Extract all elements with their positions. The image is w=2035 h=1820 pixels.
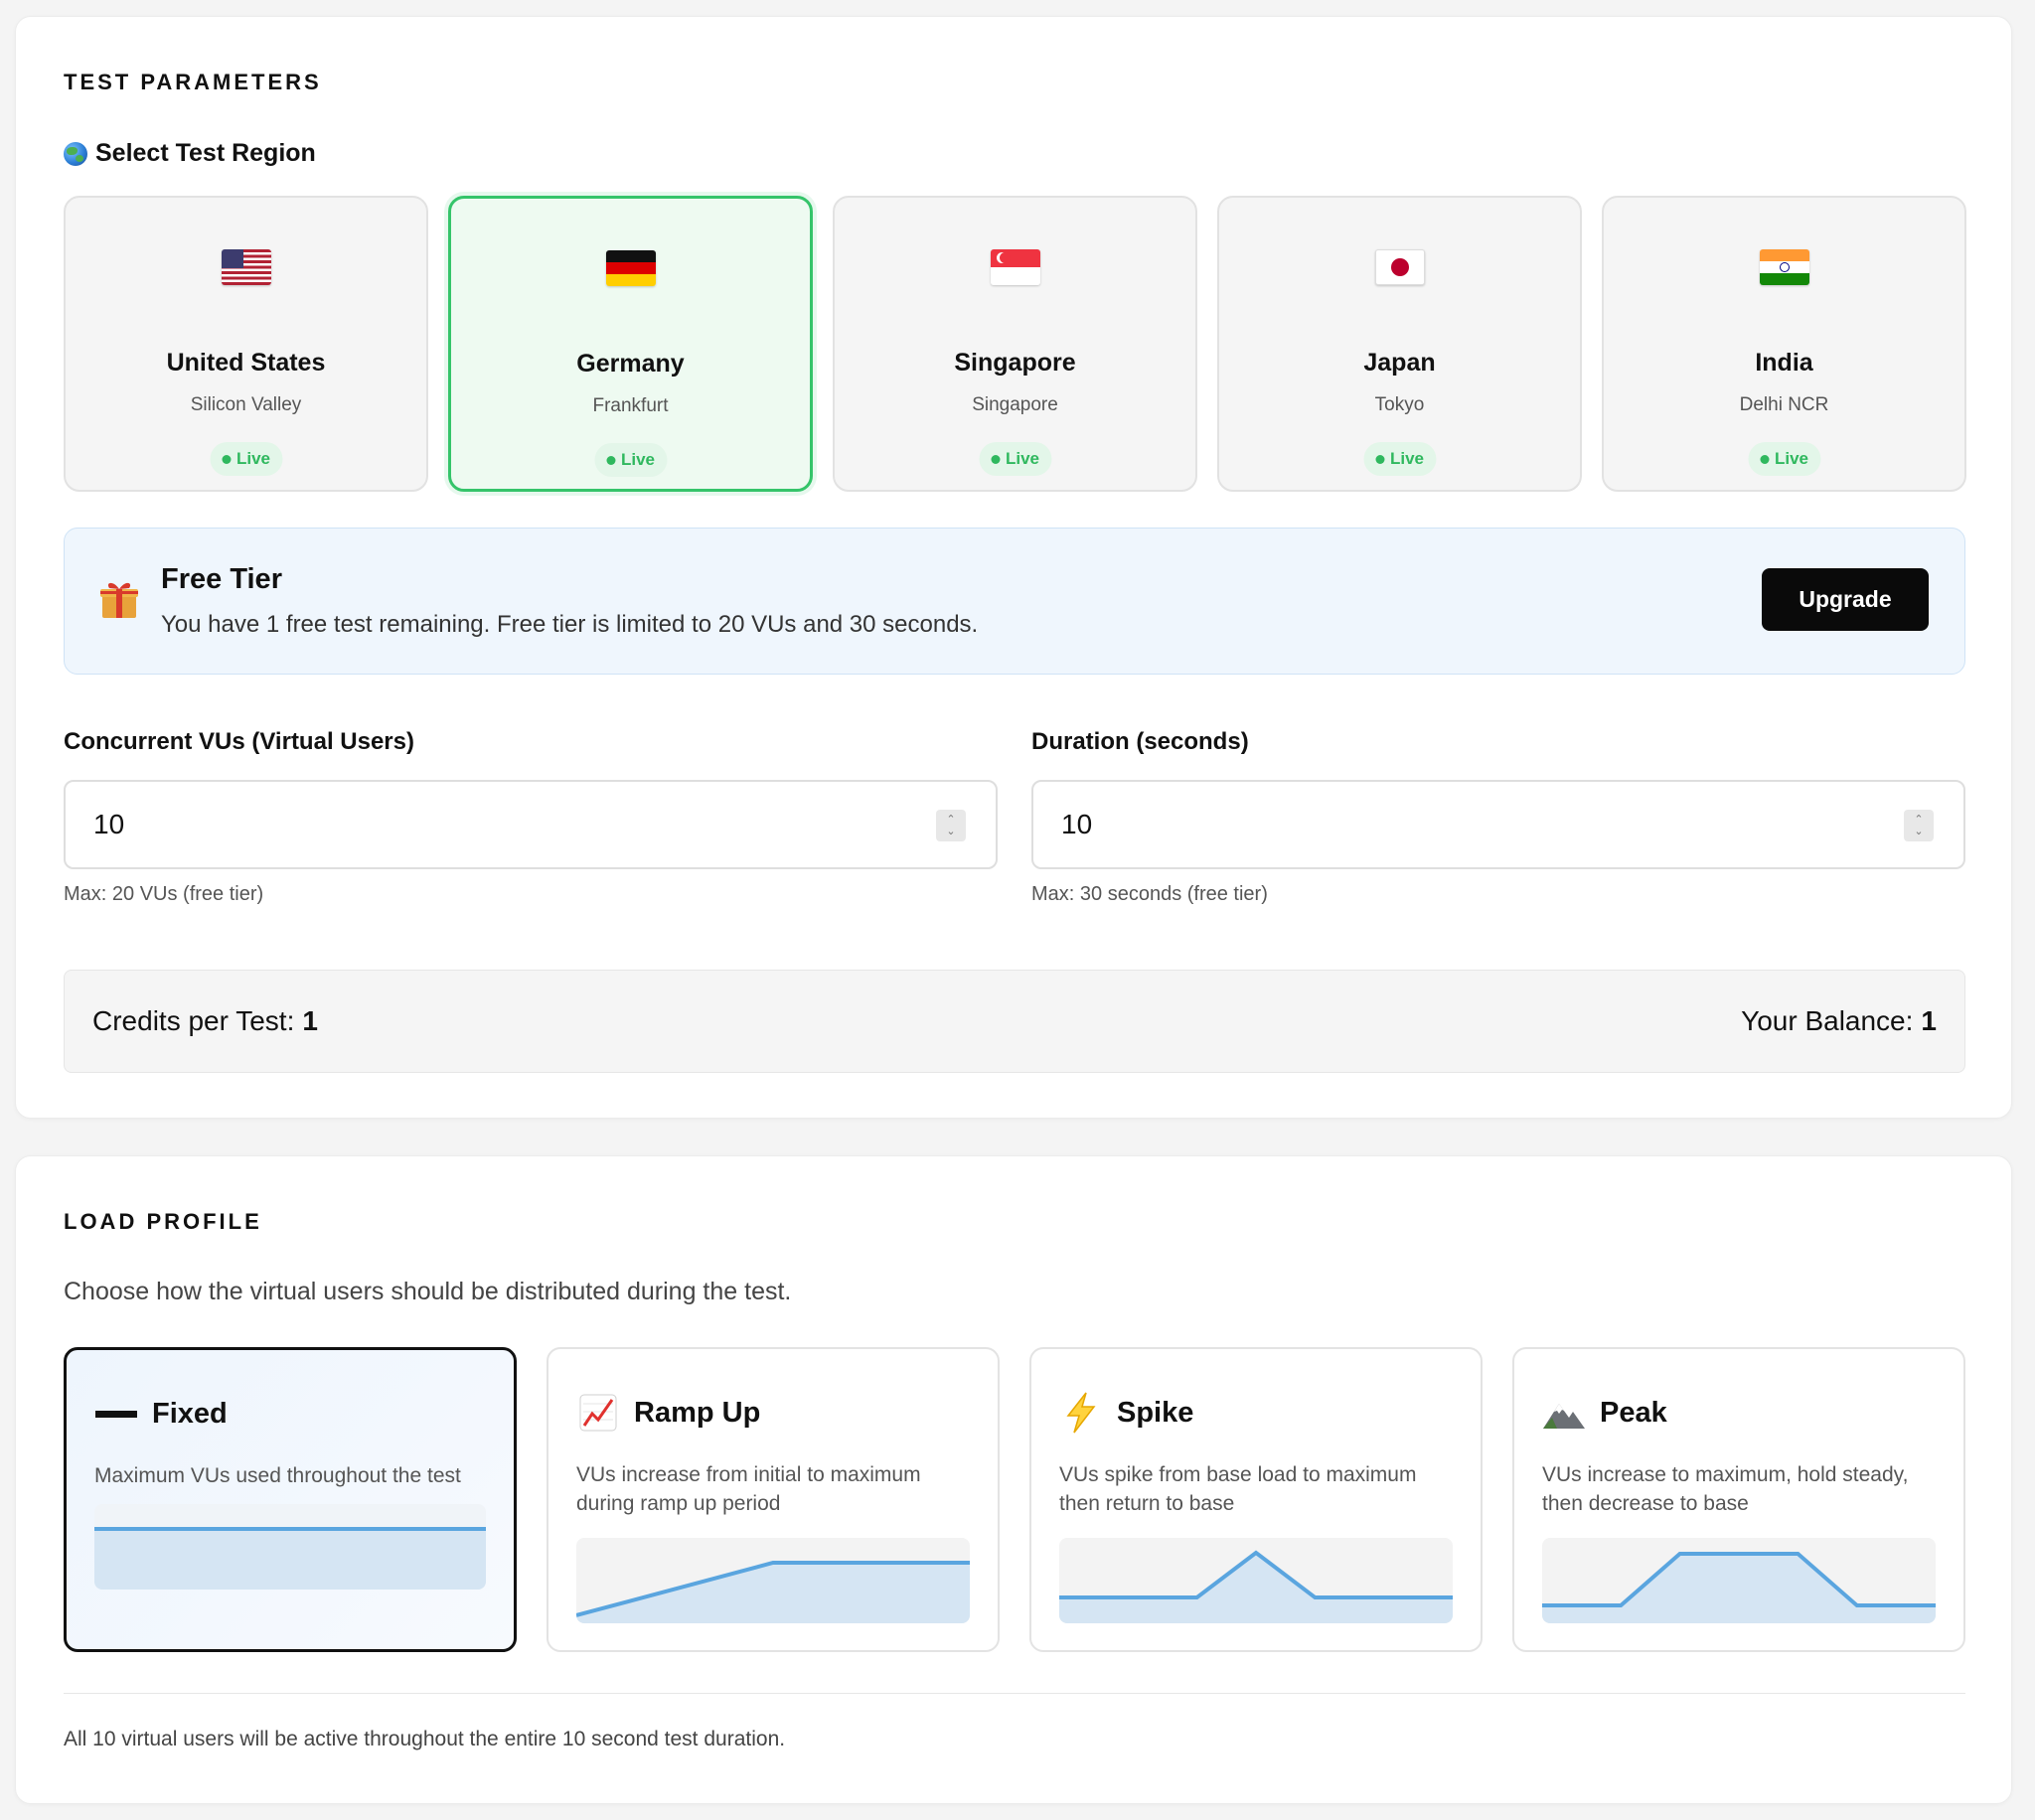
duration-label: Duration (seconds) <box>1031 728 1249 755</box>
duration-field: Duration (seconds) ⌃⌄ Max: 30 seconds (f… <box>1031 728 1965 906</box>
credits-balance: Your Balance: 1 <box>1741 971 1937 1072</box>
chart-increasing-icon <box>576 1391 620 1435</box>
load-profile-options: Fixed Maximum VUs used throughout the te… <box>64 1347 1965 1652</box>
status-label: Live <box>1389 449 1425 468</box>
profile-header: Peak <box>1542 1391 1667 1435</box>
region-name: Singapore <box>954 349 1076 377</box>
free-tier-title: Free Tier <box>161 563 282 595</box>
us-flag-icon <box>221 249 271 285</box>
profile-description: Maximum VUs used throughout the test <box>94 1464 461 1487</box>
chevron-down-icon[interactable]: ⌄ <box>1914 826 1924 837</box>
profile-description: VUs increase to maximum, hold steady, th… <box>1542 1463 1909 1515</box>
free-tier-message: You have 1 free test remaining. Free tie… <box>161 611 979 638</box>
status-label: Live <box>1774 449 1809 468</box>
status-badge: Live <box>1747 442 1821 476</box>
vus-input[interactable] <box>93 782 908 867</box>
vus-hint: Max: 20 VUs (free tier) <box>64 883 264 905</box>
duration-input-box: ⌃⌄ <box>1031 780 1965 869</box>
section-title-test-parameters: TEST PARAMETERS <box>64 70 322 94</box>
vus-field: Concurrent VUs (Virtual Users) ⌃⌄ Max: 2… <box>64 728 998 906</box>
status-dot-icon <box>990 454 1000 464</box>
region-card-india[interactable]: India Delhi NCR Live <box>1602 196 1966 492</box>
in-flag-icon <box>1759 249 1809 285</box>
load-profile-description: Choose how the virtual users should be d… <box>64 1278 792 1305</box>
region-city: Tokyo <box>1374 394 1425 415</box>
region-name: Japan <box>1363 349 1436 377</box>
divider <box>64 1693 1965 1694</box>
status-label: Live <box>620 450 656 469</box>
de-flag-icon <box>605 250 656 286</box>
region-card-germany[interactable]: Germany Frankfurt Live <box>448 196 813 492</box>
sg-flag-icon <box>990 249 1040 285</box>
duration-hint: Max: 30 seconds (free tier) <box>1031 883 1268 905</box>
status-badge: Live <box>209 442 283 476</box>
region-name: India <box>1755 349 1813 377</box>
profile-title: Spike <box>1117 1396 1194 1429</box>
profile-title: Peak <box>1600 1396 1667 1429</box>
profile-chart-ramp-up <box>576 1538 970 1623</box>
region-name: United States <box>166 349 326 377</box>
region-city: Delhi NCR <box>1739 394 1829 415</box>
jp-flag-icon <box>1374 249 1425 285</box>
profile-description: VUs spike from base load to maximum then… <box>1059 1463 1417 1515</box>
status-dot-icon <box>1374 454 1384 464</box>
region-city: Silicon Valley <box>190 394 302 415</box>
profile-chart-peak <box>1542 1538 1936 1623</box>
profile-option-spike[interactable]: Spike VUs spike from base load to maximu… <box>1029 1347 1483 1652</box>
credits-per-test-value: 1 <box>302 1005 318 1036</box>
mountain-icon <box>1542 1391 1586 1435</box>
status-badge: Live <box>978 442 1052 476</box>
status-dot-icon <box>221 454 231 464</box>
lightning-icon <box>1059 1391 1103 1435</box>
profile-title: Fixed <box>152 1397 228 1430</box>
status-label: Live <box>1005 449 1040 468</box>
profile-description: VUs increase from initial to maximum dur… <box>576 1463 921 1515</box>
region-card-united-states[interactable]: United States Silicon Valley Live <box>64 196 428 492</box>
credits-balance-label: Your Balance: <box>1741 1005 1914 1036</box>
credits-bar: Credits per Test: 1 Your Balance: 1 <box>64 970 1965 1073</box>
gift-icon <box>100 582 138 618</box>
credits-per-test: Credits per Test: 1 <box>92 971 318 1072</box>
profile-header: Spike <box>1059 1391 1193 1435</box>
profile-chart-fixed <box>94 1504 486 1590</box>
region-card-japan[interactable]: Japan Tokyo Live <box>1217 196 1582 492</box>
profile-header: Ramp Up <box>576 1391 760 1435</box>
test-parameters-card: TEST PARAMETERS Select Test Region Unite… <box>15 16 2012 1119</box>
credits-per-test-label: Credits per Test: <box>92 1005 295 1036</box>
free-tier-banner: Free Tier You have 1 free test remaining… <box>64 528 1965 675</box>
chevron-up-icon[interactable]: ⌃ <box>1914 814 1924 826</box>
region-list: United States Silicon Valley Live German… <box>64 196 1966 492</box>
profile-option-fixed[interactable]: Fixed Maximum VUs used throughout the te… <box>64 1347 517 1652</box>
status-badge: Live <box>593 443 668 477</box>
region-heading-label: Select Test Region <box>95 139 316 167</box>
status-label: Live <box>235 449 271 468</box>
load-profile-summary: All 10 virtual users will be active thro… <box>64 1728 786 1750</box>
duration-stepper[interactable]: ⌃ ⌄ <box>1904 810 1934 841</box>
region-card-singapore[interactable]: Singapore Singapore Live <box>833 196 1197 492</box>
region-name: Germany <box>576 350 685 378</box>
load-profile-card: LOAD PROFILE Choose how the virtual user… <box>15 1155 2012 1804</box>
chevron-down-icon[interactable]: ⌄ <box>946 826 956 837</box>
credits-balance-value: 1 <box>1921 1005 1937 1036</box>
duration-input[interactable] <box>1061 782 1876 867</box>
region-heading: Select Test Region <box>64 139 316 168</box>
profile-option-ramp-up[interactable]: Ramp Up VUs increase from initial to max… <box>547 1347 1000 1652</box>
profile-chart-spike <box>1059 1538 1453 1623</box>
vus-stepper[interactable]: ⌃ ⌄ <box>936 810 966 841</box>
profile-title: Ramp Up <box>634 1396 761 1429</box>
vus-input-box: ⌃⌄ <box>64 780 998 869</box>
vus-label: Concurrent VUs (Virtual Users) <box>64 728 414 755</box>
globe-icon <box>64 141 87 166</box>
status-dot-icon <box>1759 454 1769 464</box>
status-badge: Live <box>1362 442 1437 476</box>
profile-header: Fixed <box>94 1392 228 1436</box>
section-title-load-profile: LOAD PROFILE <box>64 1209 262 1234</box>
region-city: Frankfurt <box>592 395 669 416</box>
region-city: Singapore <box>972 394 1058 415</box>
profile-option-peak[interactable]: Peak VUs increase to maximum, hold stead… <box>1512 1347 1965 1652</box>
dash-icon <box>94 1392 138 1436</box>
status-dot-icon <box>605 455 615 465</box>
chevron-up-icon[interactable]: ⌃ <box>946 814 956 826</box>
upgrade-button[interactable]: Upgrade <box>1762 568 1929 631</box>
